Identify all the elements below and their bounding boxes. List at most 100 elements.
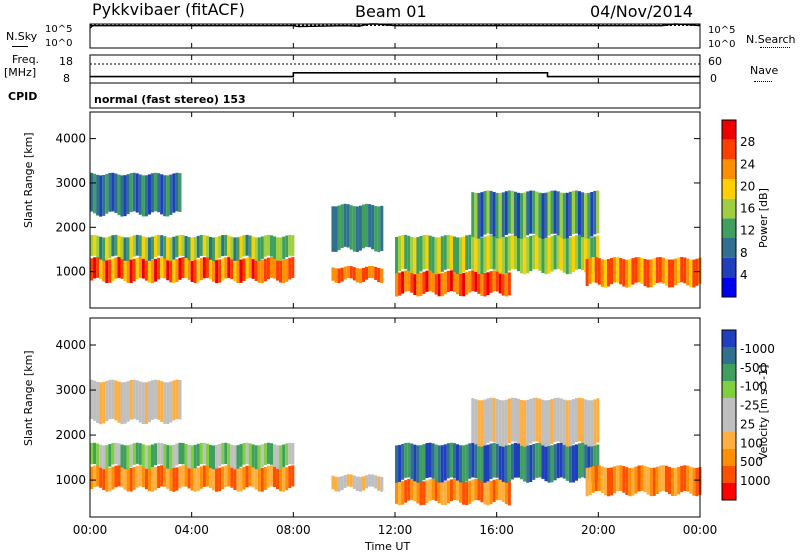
nsearch-line — [760, 47, 790, 48]
noise-right-tick-low: 10^0 — [708, 39, 736, 50]
echo-cell — [689, 466, 693, 494]
ytick-label: 3000 — [55, 176, 86, 190]
echo-cell — [477, 444, 481, 481]
echo-cell — [126, 467, 130, 492]
echo-cell — [358, 268, 362, 284]
echo-cell — [606, 259, 611, 287]
echo-cell — [674, 467, 678, 497]
echo-cell — [93, 442, 97, 464]
echo-cell — [279, 467, 283, 492]
echo-cell — [523, 400, 527, 447]
echo-cell — [129, 380, 133, 420]
echo-cell — [242, 235, 246, 257]
power-colorbar-tick: 12 — [740, 224, 755, 238]
ytick-label: 1000 — [55, 265, 86, 279]
echo-cell — [147, 259, 151, 283]
echo-cell — [260, 259, 264, 283]
echo-cell — [242, 466, 246, 490]
echo-cell — [686, 465, 690, 492]
echo-cell — [187, 466, 191, 489]
echo-cell — [416, 237, 420, 274]
echo-cell — [187, 444, 191, 469]
echo-cell — [120, 465, 124, 488]
echo-cell — [123, 466, 127, 490]
echo-cell — [483, 272, 487, 297]
echo-cell — [361, 476, 366, 491]
echo-cell — [658, 465, 662, 492]
echo-cell — [550, 445, 554, 483]
echo-cell — [178, 466, 182, 489]
echo-cell — [380, 268, 384, 284]
velocity-colorbar-swatch — [722, 364, 736, 381]
echo-cell — [135, 380, 139, 421]
echo-cell — [138, 257, 142, 278]
echo-cell — [257, 467, 261, 492]
echo-cell — [257, 445, 261, 469]
echo-cell — [513, 397, 517, 442]
echo-cell — [288, 234, 292, 256]
echo-cell — [181, 235, 185, 257]
echo-cell — [151, 444, 155, 468]
echo-cell — [631, 467, 635, 496]
echo-cell — [123, 237, 127, 261]
echo-cell — [169, 445, 173, 470]
echo-cell — [695, 467, 699, 497]
echo-cell — [593, 399, 597, 445]
echo-cell — [471, 398, 475, 443]
echo-cell — [468, 443, 472, 479]
echo-cell — [108, 379, 112, 420]
echo-cell — [465, 272, 469, 295]
echo-cell — [547, 445, 551, 483]
echo-cell — [407, 442, 411, 478]
echo-cell — [248, 257, 252, 278]
echo-cell — [291, 443, 295, 465]
echo-cell — [282, 259, 286, 284]
echo-cell — [196, 235, 200, 258]
echo-cell — [625, 259, 629, 288]
echo-cell — [541, 399, 545, 446]
echo-cell — [108, 259, 112, 283]
power-colorbar-tick: 24 — [740, 157, 755, 171]
echo-cell — [169, 381, 173, 423]
velocity-colorbar-swatch — [722, 330, 736, 347]
echo-cell — [523, 237, 527, 275]
echo-cell — [169, 259, 173, 283]
echo-cell — [584, 399, 588, 445]
echo-cell — [619, 258, 623, 285]
echo-cell — [111, 443, 115, 465]
echo-cell — [517, 192, 521, 239]
echo-cell — [559, 442, 563, 478]
power-colorbar-tick: 20 — [740, 179, 755, 193]
echo-cell — [160, 465, 164, 487]
echo-cell — [334, 268, 338, 283]
freq-label-2: [MHz] — [4, 66, 37, 79]
echo-cell — [553, 190, 557, 234]
echo-cell — [190, 467, 194, 491]
echo-cell — [616, 257, 620, 283]
echo-cell — [343, 266, 347, 280]
echo-cell — [181, 257, 185, 279]
echo-cell — [175, 379, 179, 419]
echo-cell — [437, 480, 441, 504]
echo-cell — [591, 257, 595, 283]
echo-cell — [594, 257, 598, 283]
echo-cell — [422, 481, 426, 505]
echo-cell — [471, 270, 475, 292]
echo-cell — [236, 237, 240, 261]
velocity-colorbar-frame — [721, 329, 737, 501]
echo-cell — [501, 400, 505, 447]
echo-cell — [135, 257, 139, 280]
echo-cell — [683, 465, 687, 491]
echo-cell — [368, 204, 372, 248]
echo-cell — [374, 206, 378, 252]
echo-cell — [123, 382, 127, 424]
xtick-label: 16:00 — [479, 523, 514, 537]
echo-cell — [239, 467, 243, 492]
echo-cell — [501, 237, 505, 275]
echo-cell — [90, 172, 94, 212]
velocity-colorbar-swatch — [722, 483, 736, 500]
echo-cell — [269, 465, 273, 487]
echo-cell — [498, 237, 502, 274]
echo-cell — [93, 257, 97, 279]
echo-cell — [474, 193, 478, 239]
